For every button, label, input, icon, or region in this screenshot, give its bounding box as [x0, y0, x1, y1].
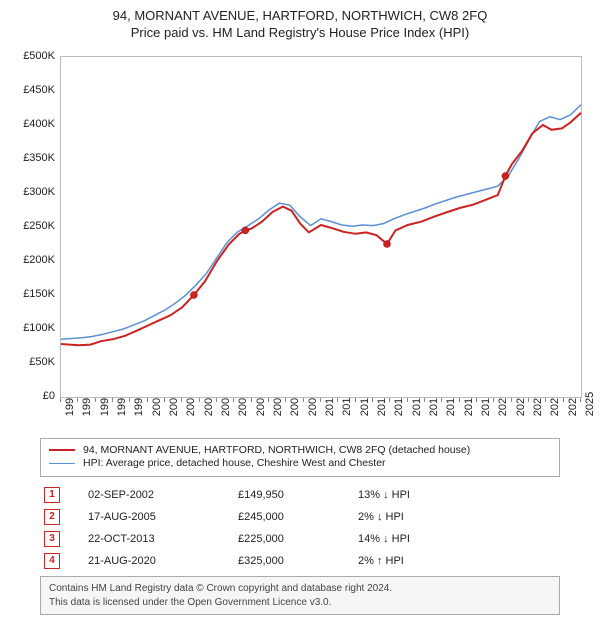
legend-swatch-hpi — [49, 463, 75, 464]
sale-point-dot — [502, 173, 509, 180]
y-tick-label: £50K — [29, 356, 55, 368]
sale-row-date: 21-AUG-2020 — [88, 555, 238, 567]
line-chart — [60, 56, 582, 398]
sales-table: 1 02-SEP-2002£149,95013% ↓ HPI 2 17-AUG-200… — [40, 484, 560, 572]
x-tick-label: 2025 — [584, 392, 596, 416]
chart-title-block: 94, MORNANT AVENUE, HARTFORD, NORTHWICH,… — [0, 0, 600, 40]
sale-row-diff: 2% ↑ HPI — [358, 555, 478, 567]
sale-row-date: 02-SEP-2002 — [88, 489, 238, 501]
plot-svg — [61, 57, 581, 397]
legend-label-property: 94, MORNANT AVENUE, HARTFORD, NORTHWICH,… — [83, 444, 470, 456]
legend-label-hpi: HPI: Average price, detached house, Ches… — [83, 457, 386, 469]
y-tick-label: £450K — [23, 84, 55, 96]
sale-point-dot — [384, 241, 391, 248]
legend-swatch-property — [49, 449, 75, 451]
title-line-2: Price paid vs. HM Land Registry's House … — [0, 25, 600, 40]
y-tick-label: £150K — [23, 288, 55, 300]
sale-row-price: £225,000 — [238, 533, 358, 545]
sale-row-diff: 13% ↓ HPI — [358, 489, 478, 501]
y-tick-label: £500K — [23, 50, 55, 62]
sale-point-dot — [242, 227, 249, 234]
sale-row-price: £245,000 — [238, 511, 358, 523]
y-tick-label: £300K — [23, 186, 55, 198]
sale-row-date: 22-OCT-2013 — [88, 533, 238, 545]
series-property-line — [61, 113, 581, 345]
y-tick-label: £400K — [23, 118, 55, 130]
sale-row-idx: 3 — [44, 531, 60, 547]
y-tick-label: £100K — [23, 322, 55, 334]
sale-row: 3 22-OCT-2013£225,00014% ↓ HPI — [40, 528, 560, 550]
y-tick-label: £0 — [43, 390, 55, 402]
footer-line-2: This data is licensed under the Open Gov… — [49, 596, 551, 610]
y-tick-label: £350K — [23, 152, 55, 164]
sale-row-idx: 4 — [44, 553, 60, 569]
footer-line-1: Contains HM Land Registry data © Crown c… — [49, 582, 551, 596]
sale-row-idx: 1 — [44, 487, 60, 503]
legend-row-property: 94, MORNANT AVENUE, HARTFORD, NORTHWICH,… — [49, 444, 551, 456]
sale-point-dot — [190, 292, 197, 299]
title-line-1: 94, MORNANT AVENUE, HARTFORD, NORTHWICH,… — [0, 8, 600, 23]
series-hpi-line — [61, 105, 581, 340]
sale-row-diff: 2% ↓ HPI — [358, 511, 478, 523]
sale-row-price: £149,950 — [238, 489, 358, 501]
legend-row-hpi: HPI: Average price, detached house, Ches… — [49, 457, 551, 469]
y-tick-label: £250K — [23, 220, 55, 232]
sale-row-price: £325,000 — [238, 555, 358, 567]
sale-row-date: 17-AUG-2005 — [88, 511, 238, 523]
y-tick-label: £200K — [23, 254, 55, 266]
sale-row: 4 21-AUG-2020£325,0002% ↑ HPI — [40, 550, 560, 572]
sale-row-diff: 14% ↓ HPI — [358, 533, 478, 545]
sale-row: 1 02-SEP-2002£149,95013% ↓ HPI — [40, 484, 560, 506]
sale-row-idx: 2 — [44, 509, 60, 525]
sale-row: 2 17-AUG-2005£245,0002% ↓ HPI — [40, 506, 560, 528]
legend: 94, MORNANT AVENUE, HARTFORD, NORTHWICH,… — [40, 438, 560, 477]
footer-attribution: Contains HM Land Registry data © Crown c… — [40, 576, 560, 615]
